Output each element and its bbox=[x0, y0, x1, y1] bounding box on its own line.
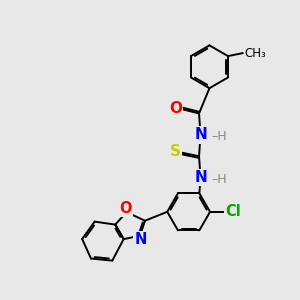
Text: CH₃: CH₃ bbox=[244, 46, 266, 60]
Text: N: N bbox=[194, 170, 207, 185]
Text: O: O bbox=[169, 100, 182, 116]
Text: –H: –H bbox=[211, 130, 226, 143]
Text: –H: –H bbox=[211, 172, 226, 186]
Text: N: N bbox=[194, 127, 207, 142]
Text: Cl: Cl bbox=[225, 204, 241, 219]
Text: S: S bbox=[170, 144, 181, 159]
Text: N: N bbox=[134, 232, 147, 247]
Text: O: O bbox=[120, 201, 132, 216]
